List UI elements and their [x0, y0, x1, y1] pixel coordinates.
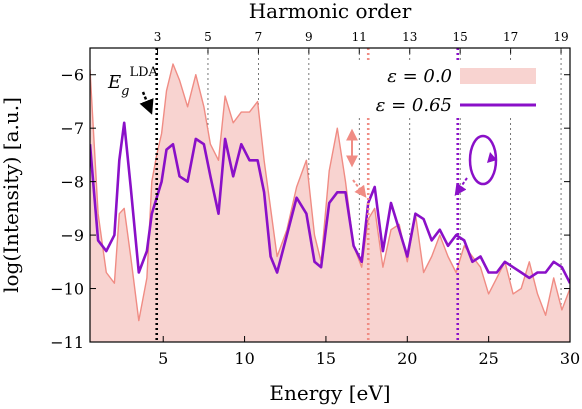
x-tick-label: 25: [478, 349, 498, 368]
y-tick-label: −6: [60, 66, 84, 85]
series-1-line: [90, 121, 570, 284]
top-axis-title: Harmonic order: [249, 0, 412, 23]
y-axis-title: log(Intensity) [a.u.]: [0, 97, 23, 293]
legend-label-series-1: ε = 0.65: [376, 95, 452, 116]
top-tick-label: 17: [503, 30, 518, 44]
top-tick-label: 3: [154, 30, 162, 44]
x-tick-label: 20: [397, 349, 417, 368]
y-tick-label: −7: [60, 119, 84, 138]
ellipticity-annotations: [346, 128, 498, 198]
top-tick-label: 15: [453, 30, 468, 44]
legend: ε = 0.0 ε = 0.65: [358, 60, 540, 116]
eg-annotation: EgLDA: [107, 65, 159, 115]
purple-pointer-arrow: [454, 177, 468, 196]
x-axis-title: Energy [eV]: [269, 381, 390, 405]
x-tick-label: 10: [234, 349, 254, 368]
legend-swatch-series-0: [460, 68, 536, 84]
top-tick-label: 13: [402, 30, 417, 44]
x-tick-label: 5: [158, 349, 168, 368]
x-tick-label: 15: [316, 349, 336, 368]
y-tick-label: −8: [60, 173, 84, 192]
y-tick-label: −10: [50, 280, 84, 299]
top-tick-label: 11: [352, 30, 367, 44]
x-tick-label: 30: [560, 349, 580, 368]
series-layer: [90, 63, 570, 342]
polarization-rotation-arrow-icon: [487, 152, 497, 163]
y-tick-label: −11: [50, 333, 84, 352]
pink-pointer-arrow: [352, 179, 367, 198]
eg-label-sub: g: [121, 84, 129, 99]
top-tick-label: 19: [553, 30, 568, 44]
top-tick-label: 7: [255, 30, 263, 44]
eg-label-sup: LDA: [129, 65, 158, 80]
top-tick-label: 9: [305, 30, 313, 44]
plot-frame: [89, 47, 571, 343]
axis-ticks: 5 10 15 20 25 30 −11 −10 −9 −8 −7 −6: [50, 66, 580, 368]
harmonic-order-axis: 35791113151719212325272931: [154, 30, 569, 54]
series-0-line: [90, 63, 570, 322]
legend-label-series-0: ε = 0.0: [387, 66, 452, 87]
y-tick-label: −9: [60, 226, 84, 245]
top-tick-label: 5: [204, 30, 212, 44]
eg-label: EgLDA: [107, 65, 159, 99]
eg-label-base: E: [107, 72, 121, 93]
eg-arrow: [139, 91, 154, 115]
